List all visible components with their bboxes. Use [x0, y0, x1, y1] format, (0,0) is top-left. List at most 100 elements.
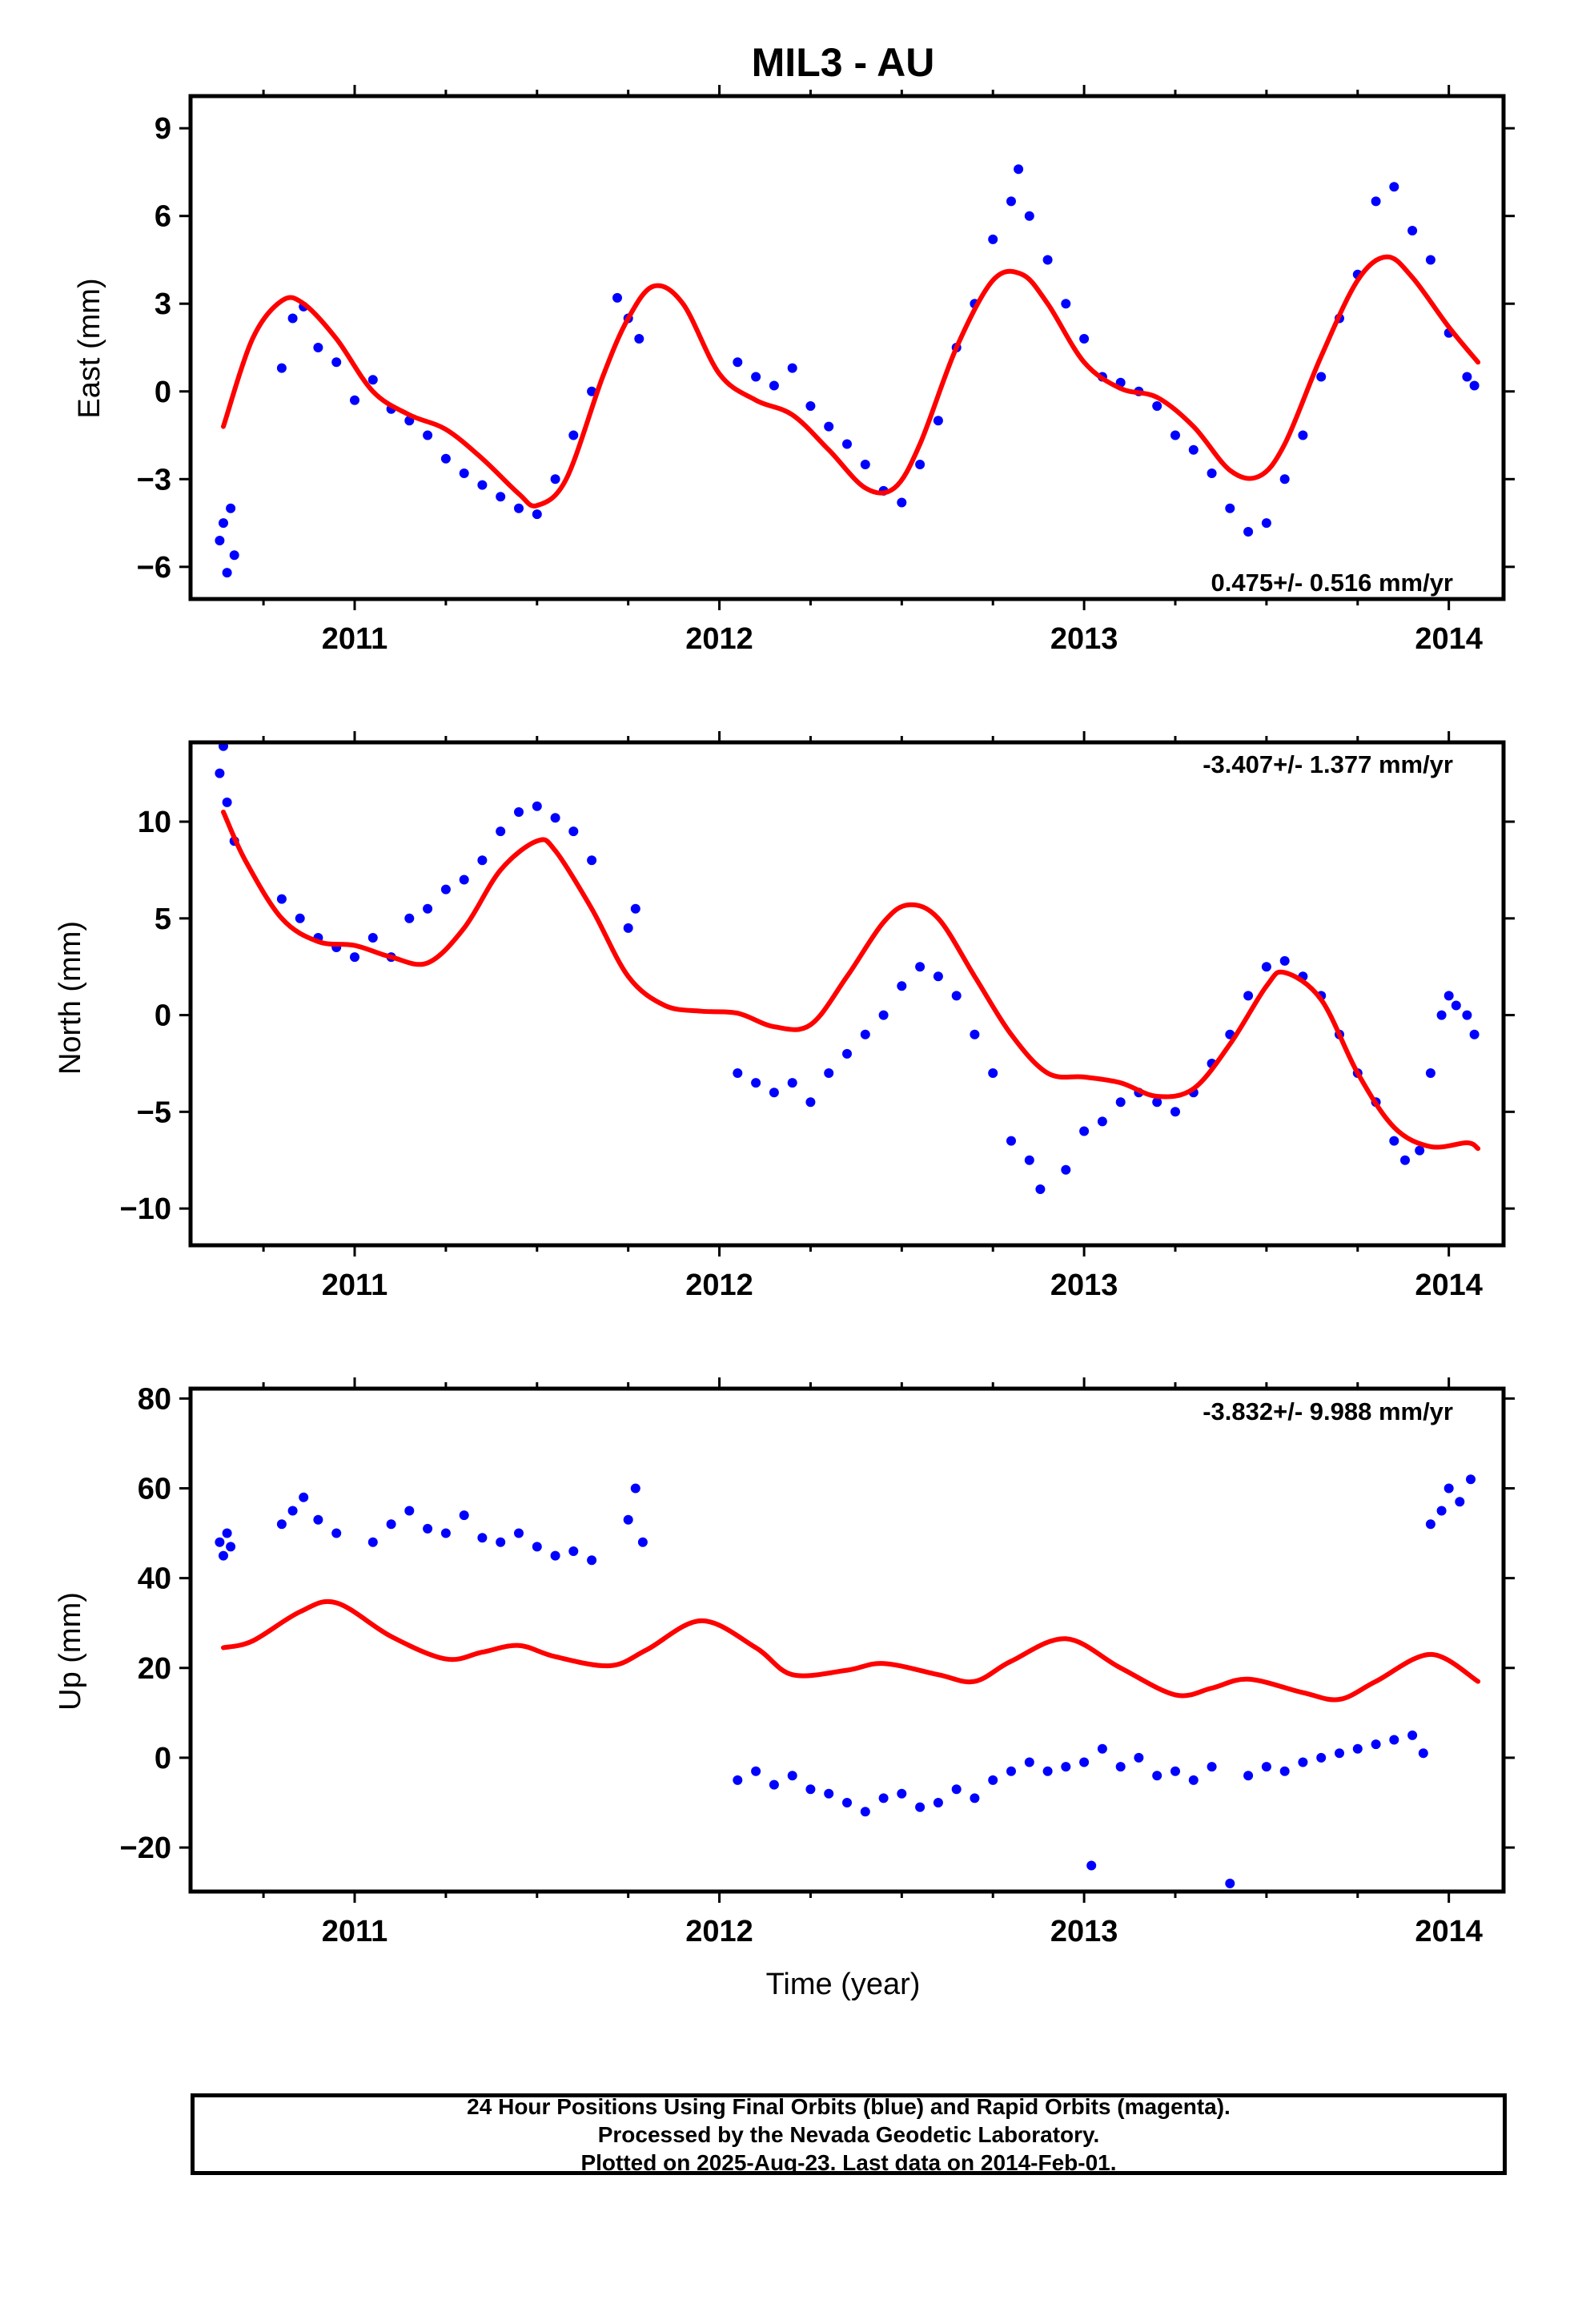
data-point: [623, 1514, 633, 1525]
data-point: [1152, 401, 1162, 411]
panel-up-frame: [188, 1386, 1506, 1894]
data-point: [222, 568, 232, 578]
data-point: [824, 421, 834, 432]
data-point: [733, 1775, 743, 1785]
data-point: [1243, 1771, 1254, 1781]
data-point: [222, 797, 232, 807]
panel-up-ylabel: Up (mm): [54, 1592, 87, 1711]
data-point: [787, 363, 797, 373]
data-point: [915, 460, 926, 469]
data-point: [623, 923, 633, 933]
data-point: [1425, 1068, 1435, 1078]
panel-north-xtick-label: 2013: [1050, 1269, 1118, 1302]
data-point: [842, 1798, 852, 1807]
footer-note: 24 Hour Positions Using Final Orbits (bl…: [191, 2093, 1507, 2175]
data-point: [532, 509, 542, 520]
panel-up-ytick-label: 80: [138, 1382, 171, 1416]
data-point: [1436, 1506, 1447, 1516]
data-point: [568, 826, 579, 837]
data-point: [1042, 255, 1053, 265]
data-point: [1261, 518, 1271, 529]
data-point: [1225, 503, 1235, 513]
panel-east-rate: 0.475+/- 0.516 mm/yr: [1211, 569, 1453, 597]
data-point: [1079, 1126, 1090, 1136]
data-point: [1407, 1730, 1418, 1740]
panel-north-fit-line: [221, 810, 1481, 1152]
data-point: [805, 1097, 816, 1108]
panel-up-points: [215, 1474, 1476, 1888]
data-point: [951, 991, 962, 1001]
data-point: [386, 1519, 396, 1530]
data-point: [1425, 1519, 1435, 1530]
data-point: [1462, 1010, 1472, 1020]
data-point: [1279, 1766, 1290, 1776]
panel-east-ytick-label: 0: [155, 376, 171, 409]
data-point: [1389, 1136, 1399, 1146]
data-point: [219, 1550, 228, 1561]
panel-north-ytick-label: 5: [155, 903, 171, 936]
data-point: [459, 875, 469, 885]
data-point: [215, 536, 225, 545]
data-point: [988, 1068, 998, 1078]
panel-east-ytick-label: 3: [155, 287, 171, 321]
data-point: [787, 1078, 797, 1088]
data-point: [440, 884, 451, 895]
data-point: [733, 1068, 743, 1078]
data-point: [299, 1492, 309, 1502]
data-point: [805, 401, 816, 411]
panel-up-ytick-label: 20: [138, 1652, 171, 1686]
data-point: [440, 453, 451, 464]
panel-east-xtick-label: 2013: [1050, 622, 1118, 656]
data-point: [404, 913, 415, 923]
data-point: [842, 439, 852, 449]
data-point: [970, 1029, 980, 1039]
data-point: [1079, 1757, 1090, 1767]
data-point: [550, 474, 560, 485]
data-point: [1115, 1762, 1126, 1772]
data-point: [404, 1506, 415, 1516]
data-point: [878, 1793, 889, 1803]
data-point: [1352, 1743, 1363, 1754]
x-axis-label: Time (year): [766, 1968, 921, 2001]
data-point: [313, 343, 323, 352]
data-point: [1469, 380, 1480, 391]
data-point: [1316, 1752, 1327, 1763]
data-point: [897, 1788, 907, 1799]
data-point: [637, 1537, 648, 1547]
panel-up-xtick-label: 2014: [1415, 1915, 1483, 1948]
panel-up-xtick-label: 2013: [1050, 1915, 1118, 1948]
data-point: [1455, 1497, 1465, 1507]
footer-line-3: Plotted on 2025-Aug-23. Last data on 201…: [580, 2149, 1117, 2175]
data-point: [751, 1766, 761, 1776]
panel-east-xtick-label: 2014: [1415, 622, 1483, 656]
data-point: [295, 913, 305, 923]
data-point: [496, 492, 506, 502]
panel-north-xtick-label: 2012: [685, 1269, 753, 1302]
panel-north-rate: -3.407+/- 1.377 mm/yr: [1203, 750, 1453, 778]
data-point: [897, 981, 907, 991]
data-point: [860, 1029, 870, 1039]
data-point: [1006, 1136, 1016, 1146]
data-point: [733, 357, 743, 368]
data-point: [587, 1555, 597, 1566]
data-point: [226, 503, 236, 513]
data-point: [423, 903, 433, 914]
data-point: [550, 1550, 560, 1561]
data-point: [805, 1784, 816, 1795]
data-point: [440, 1528, 451, 1538]
data-point: [1298, 1757, 1308, 1767]
data-point: [1006, 1766, 1016, 1776]
data-point: [1371, 196, 1381, 207]
data-point: [229, 550, 239, 561]
data-point: [630, 1483, 640, 1494]
panel-east-frame: [188, 94, 1506, 601]
data-point: [1097, 1743, 1107, 1754]
data-point: [915, 1802, 926, 1812]
data-point: [1152, 1771, 1162, 1781]
data-point: [1061, 1164, 1071, 1175]
data-point: [313, 1514, 323, 1525]
panel-north-points: [215, 742, 1480, 1194]
panel-up-fit-line: [221, 1598, 1481, 1703]
data-point: [477, 855, 488, 866]
panel-east-ytick-label: 9: [155, 112, 171, 146]
